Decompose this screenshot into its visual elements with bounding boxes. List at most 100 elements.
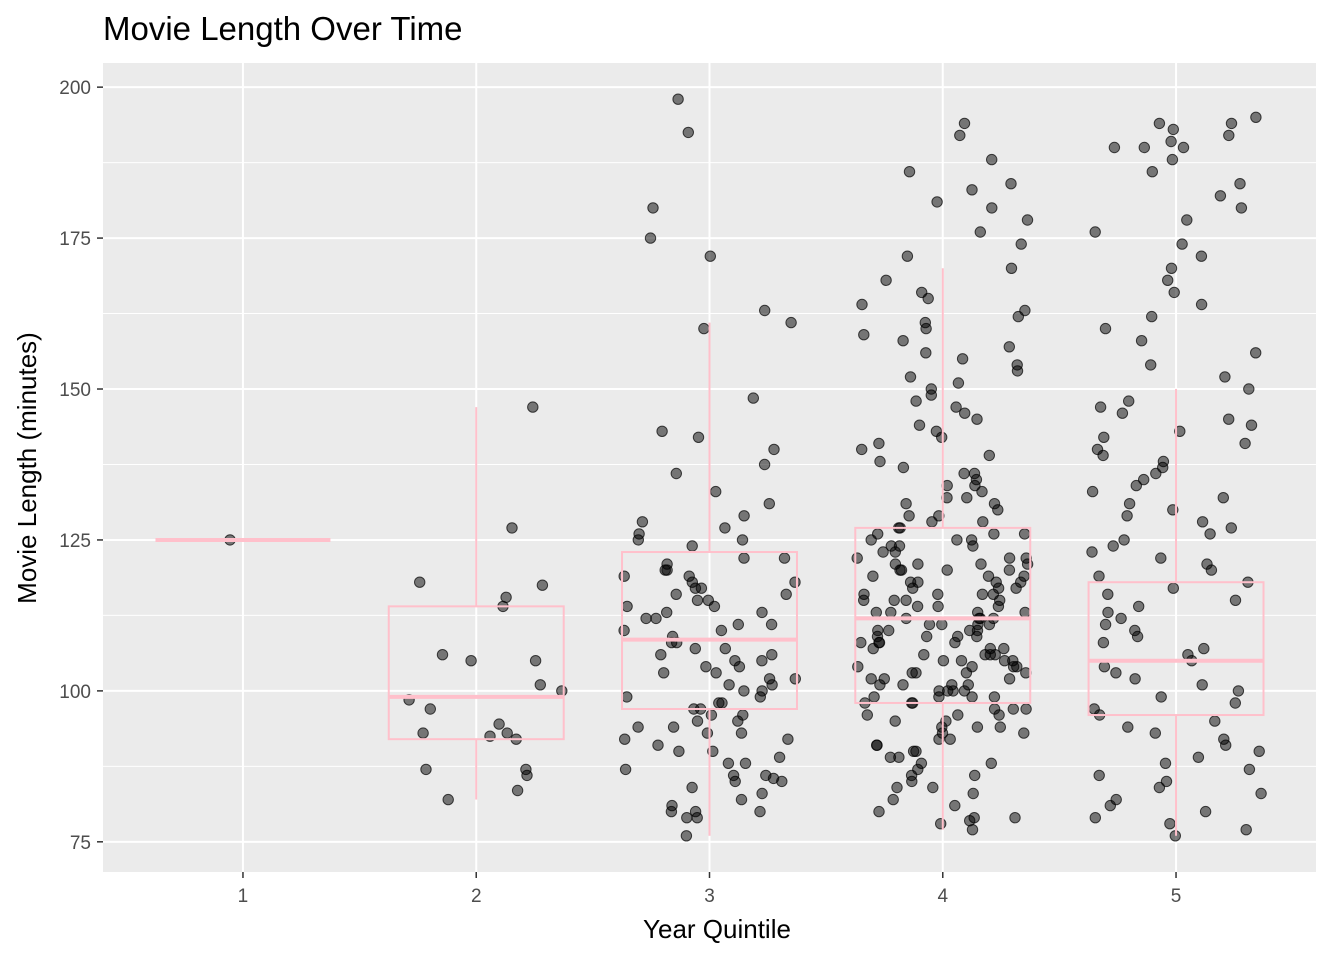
data-point [1196,679,1208,691]
data-point [961,492,973,504]
y-tick-label: 150 [59,380,91,401]
data-point [1019,304,1031,317]
data-point [944,733,956,745]
data-point [1225,522,1238,534]
data-point [958,467,970,480]
data-point [930,425,943,437]
data-point [414,576,426,588]
data-point [756,655,768,667]
data-point [1149,727,1162,739]
data-point [691,594,704,606]
data-point [689,642,701,655]
data-point [719,642,731,655]
data-point [959,407,971,419]
data-point [1159,757,1172,769]
data-point [1153,117,1166,130]
data-point [1020,703,1032,715]
data-point [738,685,750,697]
data-point [1018,528,1031,540]
data-point [1165,135,1177,148]
y-tick-label: 75 [70,833,91,854]
data-point [906,667,918,679]
data-point [920,347,932,359]
data-point [621,691,633,703]
data-point [927,781,939,794]
box-iqr [854,526,1032,704]
data-point [1250,111,1262,124]
data-point [1155,691,1167,703]
data-point [722,757,735,769]
data-point [897,461,910,474]
data-point [1110,667,1122,679]
data-point [1088,703,1100,715]
data-point [1099,322,1112,335]
data-point [1209,715,1221,727]
data-point [1086,546,1098,558]
data-point [951,534,963,546]
data-point [931,196,943,208]
data-point [1223,413,1235,425]
data-point [1177,141,1190,154]
data-point [891,781,903,794]
data-point [874,455,886,468]
data-point [1164,818,1176,830]
data-point [682,126,694,139]
data-point [1174,425,1186,437]
data-point [1165,262,1178,274]
data-point [1160,775,1173,788]
data-point [763,498,775,510]
data-point [988,498,1001,510]
data-point [1018,570,1030,582]
data-point [1204,528,1216,540]
data-point [956,353,969,365]
data-point [650,612,662,625]
data-point [872,624,884,637]
data-point [986,153,998,166]
data-point [789,673,801,685]
data-point [1195,250,1208,262]
data-point [878,673,890,685]
data-point [913,419,926,431]
data-point [619,733,631,745]
y-tick-label: 200 [59,78,91,99]
data-point [941,564,953,576]
data-point [417,727,429,739]
data-point [923,618,936,631]
data-point [1168,286,1180,299]
data-point [1093,769,1105,782]
data-point [883,624,895,637]
box-iqr [387,605,565,741]
data-point [1155,552,1167,564]
data-point [952,377,965,389]
data-point [925,383,937,395]
data-point [652,739,664,751]
y-tick-label: 100 [59,682,91,703]
data-point [905,769,918,782]
data-point [506,522,518,534]
data-point [918,649,930,661]
x-tick-label: 5 [1171,886,1182,907]
data-point [619,763,632,776]
data-point [1130,479,1143,492]
data-point [873,636,886,649]
data-point [1201,558,1213,570]
data-point [971,624,984,637]
data-point [942,685,954,697]
data-point [936,618,948,631]
data-point [971,413,983,425]
data-point [1229,594,1242,606]
data-point [1003,564,1016,576]
data-point [974,226,986,238]
data-point [1091,443,1104,456]
data-point [965,534,978,546]
data-point [632,534,644,546]
data-point [1011,661,1023,673]
y-tick-label: 125 [59,531,91,552]
data-point [977,516,989,528]
data-point [618,624,630,637]
data-point [901,250,914,262]
data-point [708,600,721,613]
data-point [1018,727,1030,739]
data-point [952,709,964,721]
